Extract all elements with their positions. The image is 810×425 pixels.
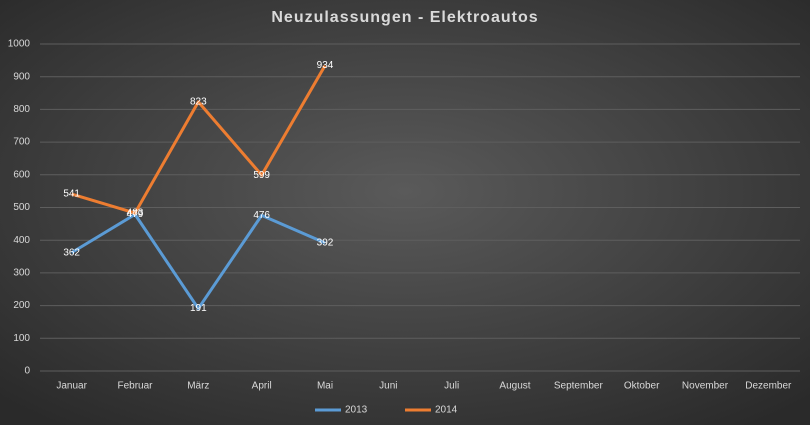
y-tick-label: 600 xyxy=(13,169,30,180)
y-tick-label: 800 xyxy=(13,104,30,115)
y-tick-label: 200 xyxy=(13,300,30,311)
y-tick-label: 0 xyxy=(24,366,30,377)
y-tick-label: 700 xyxy=(13,137,30,148)
x-tick-label: September xyxy=(554,381,604,392)
line-series xyxy=(71,64,327,215)
legend-label: 2013 xyxy=(345,405,368,416)
y-tick-label: 900 xyxy=(13,71,30,82)
legend-label: 2014 xyxy=(435,405,458,416)
x-tick-label: Oktober xyxy=(624,381,660,392)
data-label: 599 xyxy=(253,170,270,181)
x-tick-label: Dezember xyxy=(745,381,792,392)
data-label: 476 xyxy=(253,210,270,221)
line-series xyxy=(70,212,326,311)
data-label: 392 xyxy=(317,237,334,248)
chart-title: Neuzulassungen - Elektroautos xyxy=(271,9,538,26)
x-tick-label: Mai xyxy=(317,381,333,392)
y-tick-label: 400 xyxy=(13,235,30,246)
data-label: 479 xyxy=(127,209,144,220)
x-tick-label: Juni xyxy=(379,381,397,392)
x-tick-label: November xyxy=(682,381,729,392)
x-tick-label: Januar xyxy=(56,381,87,392)
x-tick-label: August xyxy=(499,381,530,392)
data-label: 483 xyxy=(127,208,144,219)
y-tick-label: 1000 xyxy=(8,39,31,50)
data-label: 362 xyxy=(63,247,80,258)
x-tick-label: Februar xyxy=(117,381,153,392)
y-tick-label: 500 xyxy=(13,202,30,213)
y-tick-label: 100 xyxy=(13,333,30,344)
data-label: 541 xyxy=(63,189,80,200)
data-label: 191 xyxy=(190,303,207,314)
x-tick-label: April xyxy=(252,381,272,392)
x-tick-label: März xyxy=(187,381,209,392)
data-label: 823 xyxy=(190,97,207,108)
x-tick-label: Juli xyxy=(444,381,459,392)
data-label: 934 xyxy=(317,60,334,71)
y-tick-label: 300 xyxy=(13,268,30,279)
